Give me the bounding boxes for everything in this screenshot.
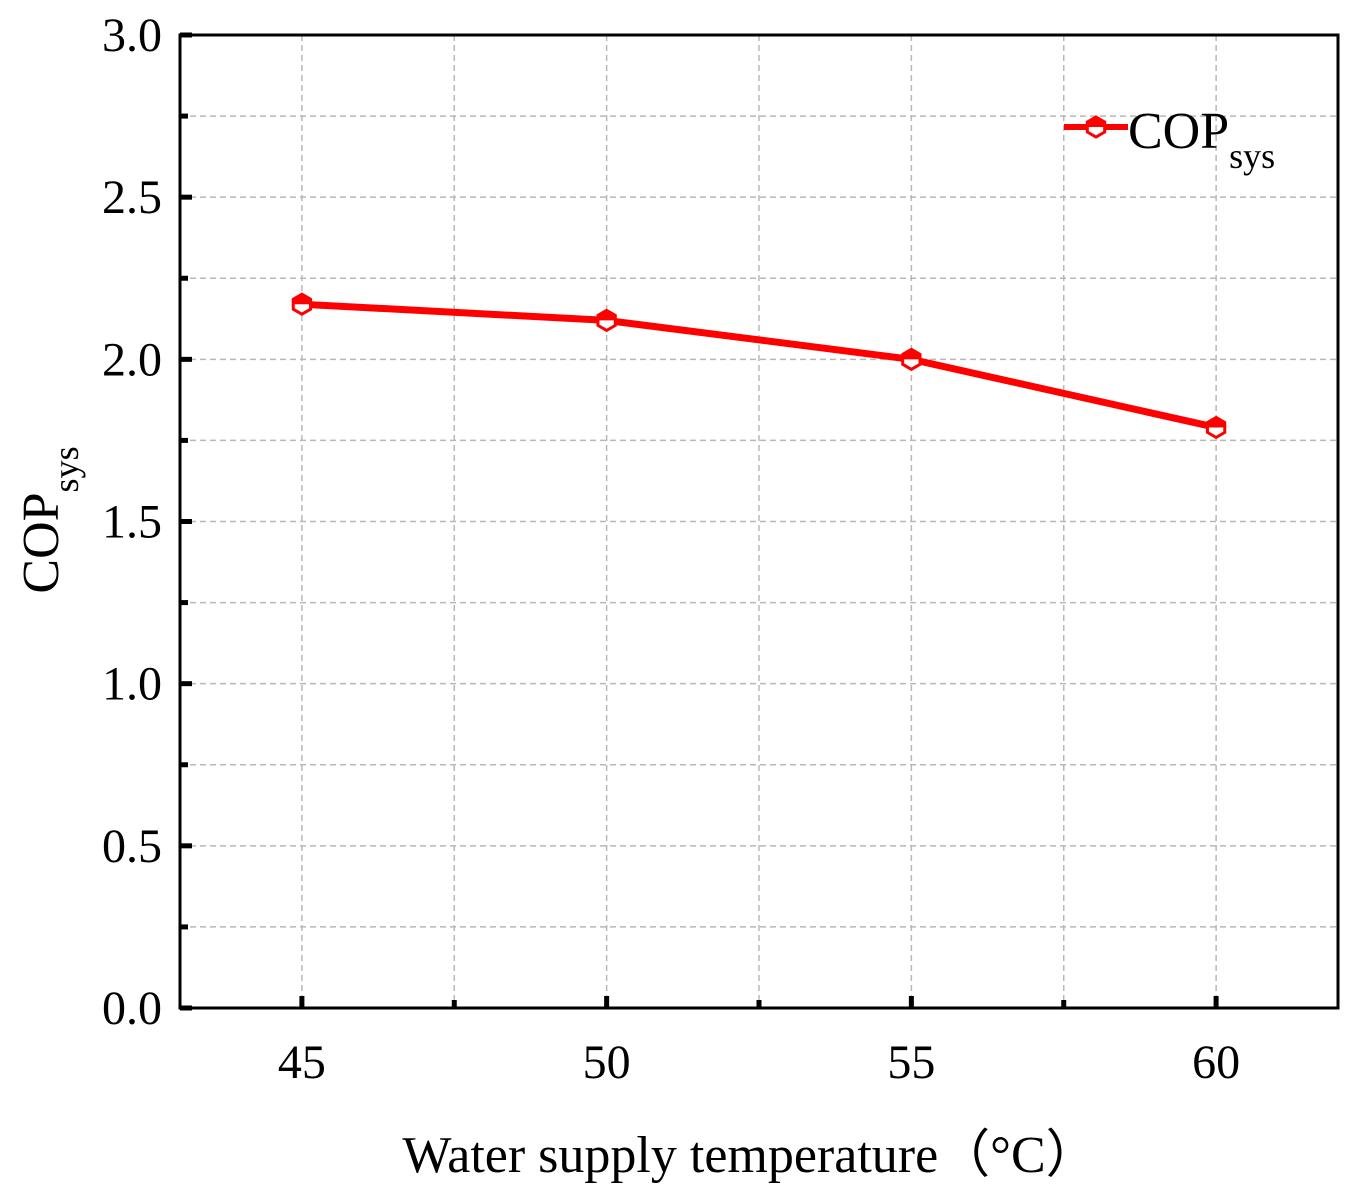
marker-fill <box>902 349 921 360</box>
marker-fill <box>1207 417 1225 428</box>
x-tick-label: 45 <box>278 1036 326 1089</box>
data-point <box>291 292 313 316</box>
tick-labels: 0.0 0.5 1.0 1.5 2.0 2.5 3.0 45 50 55 60 <box>102 9 1240 1089</box>
data-point <box>1205 415 1227 440</box>
y-tick-label: 2.5 <box>102 171 162 224</box>
data-point <box>901 347 922 372</box>
marker-fill <box>1087 117 1105 127</box>
series <box>291 292 1227 440</box>
y-tick-label: 1.5 <box>102 496 162 549</box>
legend-label: COPsys <box>1128 103 1275 176</box>
legend-marker <box>1085 115 1107 139</box>
marker-fill <box>597 310 616 321</box>
plot-frame <box>178 33 1340 1010</box>
x-tick-label: 60 <box>1192 1036 1240 1089</box>
data-point <box>596 308 617 333</box>
y-tick-label: 2.0 <box>102 333 162 386</box>
marker-fill <box>293 294 311 305</box>
series-line <box>301 300 1217 431</box>
y-tick-label: 0.0 <box>102 982 162 1035</box>
y-tick-label: 1.0 <box>102 658 162 711</box>
y-tick-label: 3.0 <box>102 9 162 62</box>
grid <box>180 35 1338 1008</box>
x-tick-label: 50 <box>583 1036 631 1089</box>
x-axis-title: Water supply temperature（°C） <box>402 1127 1097 1184</box>
y-axis-title: COPsys <box>13 446 86 593</box>
legend-marker-symbol <box>1085 115 1107 139</box>
x-tick-label: 55 <box>887 1036 935 1089</box>
y-tick-label: 0.5 <box>102 820 162 873</box>
legend: COPsys <box>1064 103 1275 176</box>
